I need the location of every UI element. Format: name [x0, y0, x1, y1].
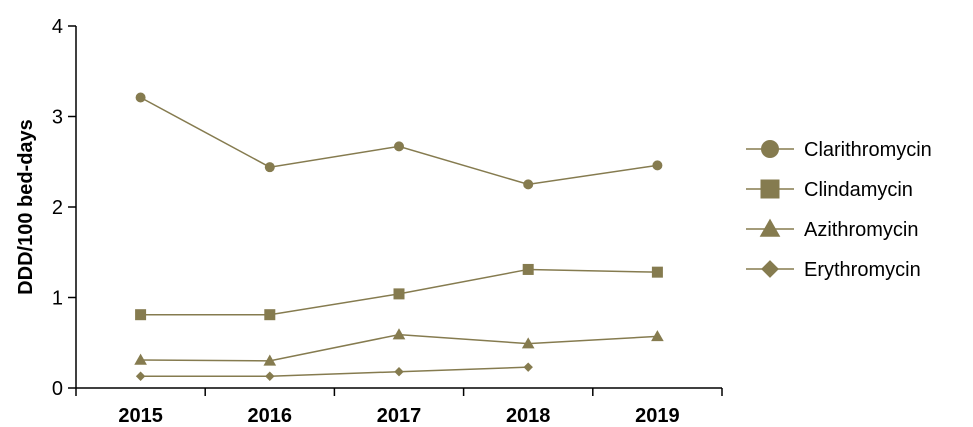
series-layer [134, 92, 664, 381]
data-point [135, 371, 146, 381]
x-tick-label: 2015 [118, 405, 163, 427]
data-point [522, 263, 534, 275]
x-ticks: 2015 2016 2017 2018 2019 [75, 388, 723, 427]
data-point [651, 266, 663, 278]
x-tick-label: 2016 [248, 405, 293, 427]
y-ticks: 0 1 2 3 4 [52, 16, 76, 400]
data-point [135, 309, 147, 321]
data-point [394, 141, 404, 152]
series-erythromycin [135, 362, 533, 381]
legend-label: Clindamycin [804, 179, 913, 201]
legend-marker [759, 218, 781, 237]
series-clindamycin [135, 263, 663, 321]
data-point [523, 179, 534, 190]
data-point [523, 362, 533, 372]
x-tick-label: 2018 [506, 405, 551, 427]
legend-marker [761, 260, 779, 278]
y-axis-title: DDD/100 bed-days [15, 119, 37, 295]
data-point [264, 309, 276, 321]
data-point [134, 353, 147, 365]
data-point [263, 354, 277, 366]
series-azithromycin [134, 328, 664, 366]
data-point [264, 162, 275, 173]
legend-label: Azithromycin [804, 219, 918, 241]
legend: Clarithromycin Clindamycin Azithromycin Ery… [746, 139, 932, 281]
y-tick-label: 4 [52, 16, 63, 38]
legend-marker [761, 140, 779, 158]
legend-marker [760, 179, 780, 199]
data-point [651, 330, 664, 342]
legend-label: Erythromycin [804, 259, 921, 281]
series-clarithromycin [135, 92, 663, 190]
x-tick-label: 2017 [377, 405, 422, 427]
series-line [140, 366, 529, 377]
x-tick-label: 2019 [635, 405, 680, 427]
data-point [265, 371, 275, 381]
data-point [652, 160, 663, 171]
series-line [140, 96, 658, 186]
data-point [394, 366, 404, 377]
y-tick-label: 2 [52, 197, 63, 219]
legend-item-azithromycin: Azithromycin [746, 218, 918, 241]
legend-item-clindamycin: Clindamycin [746, 179, 913, 201]
data-point [393, 288, 405, 300]
legend-item-erythromycin: Erythromycin [746, 259, 921, 281]
y-tick-label: 3 [52, 107, 63, 129]
y-tick-label: 1 [52, 288, 63, 310]
data-point [521, 337, 535, 349]
y-tick-label: 0 [52, 378, 63, 400]
legend-item-clarithromycin: Clarithromycin [746, 139, 932, 161]
data-point [392, 328, 406, 340]
legend-label: Clarithromycin [804, 139, 932, 161]
data-point [135, 92, 146, 103]
